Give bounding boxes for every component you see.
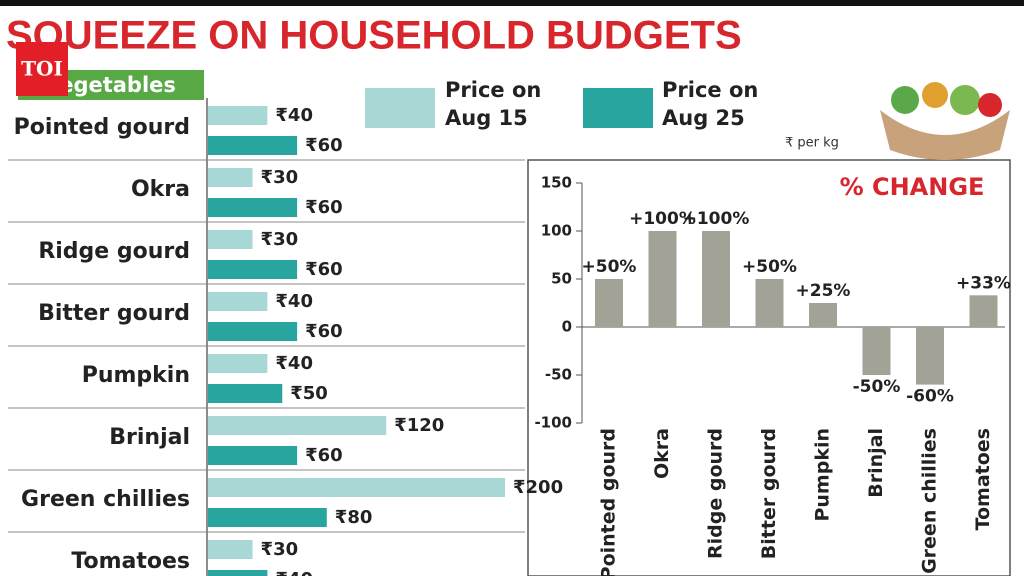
- category-label: Okra: [131, 177, 190, 202]
- bar: [595, 279, 623, 327]
- value-label: ₹60: [305, 135, 343, 156]
- page-title: SQUEEZE ON HOUSEHOLD BUDGETS: [6, 14, 742, 58]
- value-label: ₹60: [305, 259, 343, 280]
- category-label: Bitter gourd: [38, 301, 190, 326]
- bar: [208, 230, 253, 249]
- y-tick-label: 100: [541, 222, 572, 240]
- bar: [208, 416, 387, 435]
- bar: [208, 446, 298, 465]
- value-label: +50%: [582, 257, 637, 277]
- logo: TOI: [21, 57, 63, 81]
- bar: [208, 322, 298, 341]
- value-label: ₹60: [305, 197, 343, 218]
- bar: [208, 384, 283, 403]
- x-tick-label: Bitter gourd: [758, 428, 780, 559]
- value-label: ₹80: [335, 507, 373, 528]
- bar: [208, 478, 505, 497]
- value-label: ₹40: [275, 569, 313, 576]
- category-label: Ridge gourd: [38, 239, 190, 264]
- value-label: ₹60: [305, 321, 343, 342]
- value-label: ₹120: [394, 415, 444, 436]
- bar: [208, 106, 268, 125]
- value-label: +25%: [796, 281, 851, 301]
- bar: [648, 231, 677, 327]
- value-label: ₹40: [275, 291, 313, 312]
- value-label: +33%: [956, 273, 1011, 293]
- value-label: -50%: [853, 377, 901, 397]
- bar: [916, 327, 944, 385]
- bar: [208, 570, 268, 576]
- x-tick-label: Okra: [651, 428, 673, 479]
- bar: [208, 354, 268, 373]
- y-tick-label: 50: [551, 270, 572, 288]
- value-label: ₹60: [305, 445, 343, 466]
- x-tick-label: Green chillies: [919, 428, 941, 574]
- bar: [702, 231, 730, 327]
- logo-box: [16, 42, 68, 96]
- legend-swatch: [583, 88, 653, 128]
- value-label: ₹50: [290, 383, 328, 404]
- category-label: Pointed gourd: [14, 115, 190, 140]
- value-label: -60%: [906, 387, 954, 407]
- value-label: +100%: [629, 209, 696, 229]
- x-tick-label: Pointed gourd: [598, 428, 620, 576]
- panel-title: % CHANGE: [840, 173, 985, 201]
- legend-label: Price on Aug 15: [445, 78, 542, 130]
- category-label: Tomatoes: [71, 549, 190, 574]
- x-tick-label: Tomatoes: [972, 428, 994, 530]
- y-tick-label: -100: [534, 414, 572, 432]
- y-tick-label: -50: [545, 366, 572, 384]
- legend-swatch: [365, 88, 435, 128]
- bar: [208, 292, 268, 311]
- basket: [880, 82, 1010, 160]
- bar: [208, 260, 298, 279]
- y-tick-label: 0: [562, 318, 572, 336]
- bar: [208, 198, 298, 217]
- bar: [755, 279, 784, 327]
- bar: [969, 295, 998, 327]
- bar: [862, 327, 891, 375]
- bar: [208, 168, 253, 187]
- bar: [208, 508, 327, 527]
- value-label: +50%: [742, 257, 797, 277]
- category-label: Pumpkin: [82, 363, 190, 388]
- value-label: ₹40: [275, 105, 313, 126]
- x-tick-label: Pumpkin: [812, 428, 834, 522]
- value-label: ₹200: [513, 477, 563, 498]
- y-tick-label: 150: [541, 174, 572, 192]
- value-label: +100%: [683, 209, 750, 229]
- x-tick-label: Ridge gourd: [705, 428, 727, 559]
- bar: [208, 540, 253, 559]
- value-label: ₹30: [261, 229, 299, 250]
- unit-note: ₹ per kg: [785, 136, 839, 151]
- bar: [208, 136, 298, 155]
- panel: [527, 159, 1011, 576]
- value-label: ₹30: [261, 167, 299, 188]
- top-rule: [0, 0, 1024, 6]
- category-label: Green chillies: [21, 487, 190, 512]
- value-label: ₹40: [275, 353, 313, 374]
- value-label: ₹30: [261, 539, 299, 560]
- category-label: Brinjal: [109, 425, 190, 450]
- legend-label: Price on Aug 25: [662, 78, 759, 130]
- x-tick-label: Brinjal: [865, 428, 887, 498]
- bar: [809, 303, 837, 327]
